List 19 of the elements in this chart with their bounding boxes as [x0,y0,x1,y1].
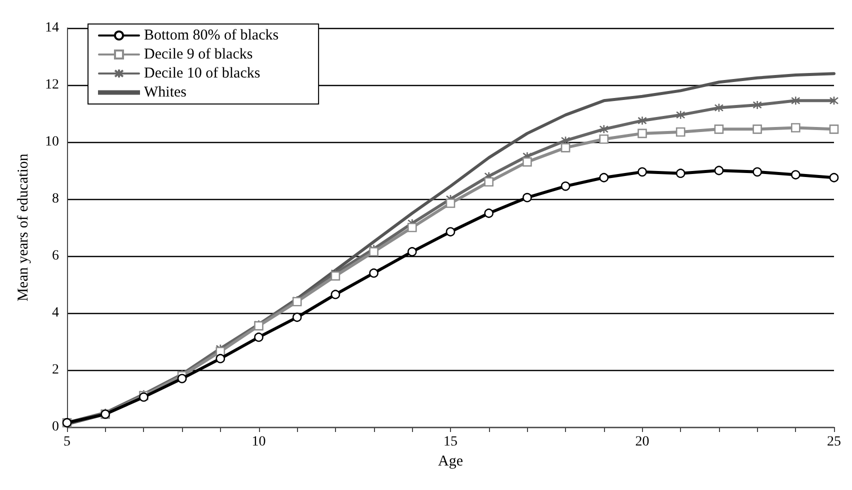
x-axis-title: Age [438,453,464,470]
x-tick-label: 25 [827,434,841,450]
x-tick-label: 20 [635,434,650,450]
y-tick-label: 0 [52,420,59,434]
y-tick-label: 2 [52,362,59,378]
y-tick-label: 4 [52,306,59,320]
legend-label: Decile 10 of blacks [144,66,260,82]
legend-label: Decile 9 of blacks [144,46,253,62]
y-tick-label: 8 [52,192,59,206]
y-axis-title: Mean years of education [16,153,32,302]
legend-label: Whites [144,84,187,100]
y-tick-label: 10 [45,134,59,150]
x-tick-label: 15 [444,434,458,450]
y-tick-label: 12 [45,78,59,92]
y-tick-label: 14 [45,20,59,36]
x-tick-label: 10 [252,434,266,450]
y-tick-label: 6 [52,248,59,264]
x-tick-label: 5 [64,434,70,450]
legend-label: Bottom 80% of blacks [144,28,279,44]
